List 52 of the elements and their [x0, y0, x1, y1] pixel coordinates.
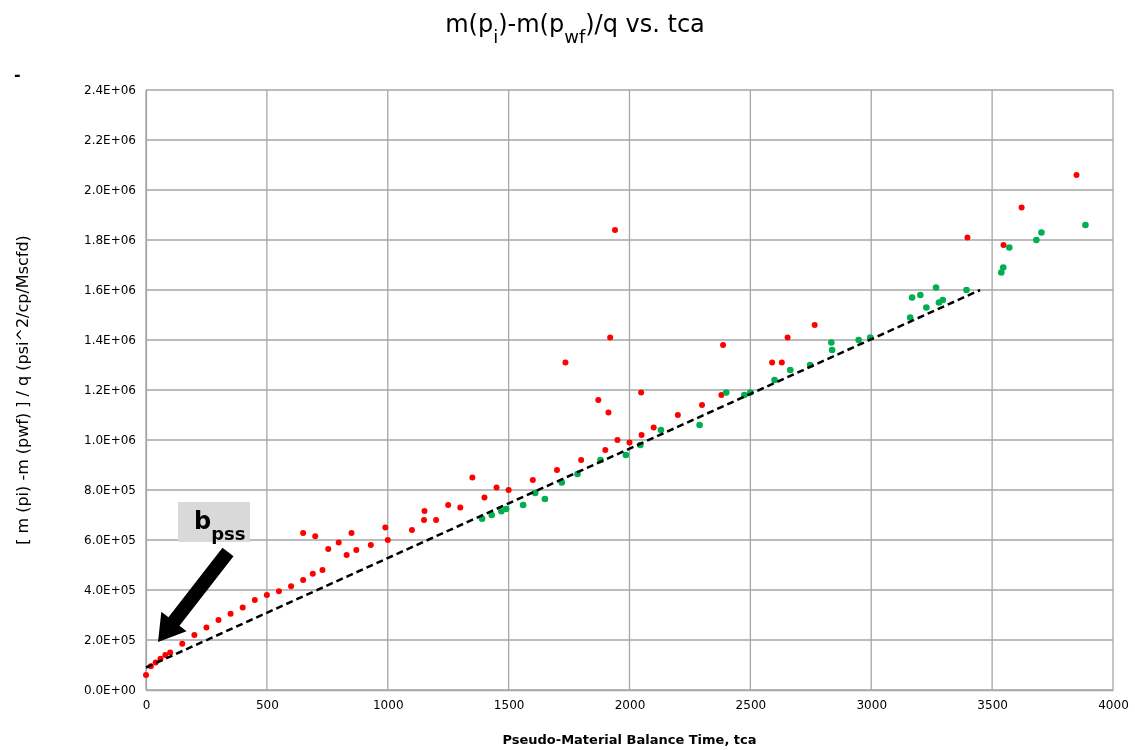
- point: [932, 284, 940, 291]
- text: -: [14, 65, 21, 84]
- y-tick-label: 1.8E+06: [84, 233, 136, 248]
- y-tick-label: 1.2E+06: [84, 383, 136, 398]
- y-axis-title: [ m (pi) -m (pwf) ] / q (psi^2/cp/Mscfd): [13, 235, 32, 545]
- point: [939, 296, 947, 304]
- x-tick-label: 2000: [614, 697, 646, 712]
- y-tick-label: 1.6E+06: [84, 283, 136, 298]
- point: [488, 511, 495, 519]
- point: [519, 501, 527, 509]
- x-tick-label: 1500: [493, 697, 525, 712]
- point: [786, 366, 794, 374]
- point: [657, 426, 665, 434]
- annotation: b$_{pss}$: [194, 507, 246, 544]
- x-tick-label: 0: [142, 697, 151, 712]
- x-tick-label: 500: [255, 697, 279, 712]
- point: [963, 286, 970, 294]
- point: [906, 314, 914, 321]
- y-tick-label: 2.0E+06: [84, 183, 136, 198]
- point: [1038, 229, 1045, 236]
- point: [696, 421, 703, 429]
- y-tick-label: 8.0E+05: [84, 483, 136, 498]
- point: [917, 291, 924, 299]
- y-tick-label: 2.0E+05: [84, 633, 136, 648]
- y-tick-label: 0.0E+00: [84, 683, 136, 698]
- x-tick-label: 4000: [1098, 697, 1129, 712]
- x-tick-label: 3000: [856, 697, 888, 712]
- y-tick-label: 1.0E+06: [84, 433, 136, 448]
- point: [622, 451, 630, 459]
- y-tick-label: 6.0E+05: [84, 533, 136, 548]
- point: [1082, 221, 1089, 229]
- point: [541, 495, 549, 503]
- x-tick-label: 1000: [372, 697, 404, 712]
- x-axis-title: Pseudo-Material Balance Time, tca: [502, 732, 757, 747]
- y-tick-label: 2.2E+06: [84, 133, 136, 148]
- point: [908, 294, 916, 301]
- point: [502, 505, 510, 513]
- point: [771, 376, 778, 384]
- point: [1033, 236, 1040, 244]
- x-tick-label: 2500: [735, 697, 767, 712]
- point: [999, 264, 1007, 271]
- chart-title: m(p$_{i}$)-m(p$_{wf}$)/q vs. tca: [445, 10, 705, 47]
- point: [923, 304, 930, 311]
- y-tick-label: 4.0E+05: [84, 583, 136, 598]
- point: [828, 346, 836, 354]
- y-tick-label: 1.4E+06: [84, 333, 136, 348]
- y-tick-label: 2.4E+06: [84, 83, 136, 98]
- point: [828, 339, 835, 346]
- point: [855, 336, 862, 344]
- point: [722, 389, 730, 396]
- point: [1005, 244, 1013, 251]
- x-tick-label: 3500: [977, 697, 1008, 712]
